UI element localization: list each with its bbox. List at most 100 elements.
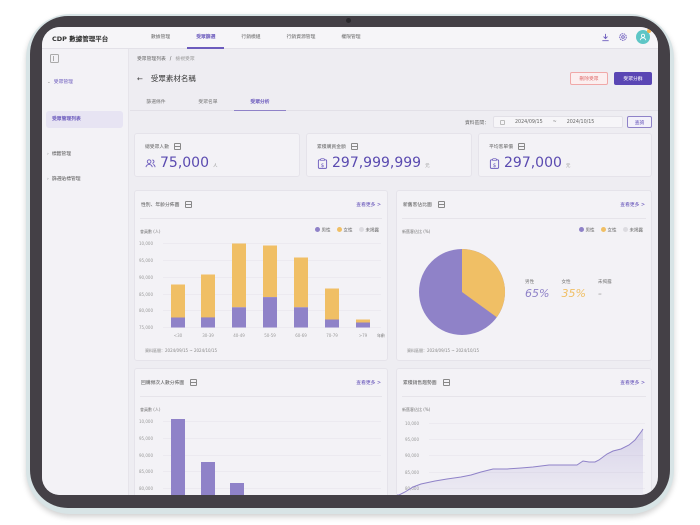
nav-tab-data-management[interactable]: 數據管理	[151, 34, 171, 40]
kpi-value: 297,999,999	[332, 155, 422, 171]
kpi-value: 75,000	[160, 155, 209, 171]
breadcrumb-audience-list[interactable]: 受眾管理列表	[137, 57, 166, 62]
svg-text:95,000: 95,000	[405, 437, 419, 442]
calendar-icon[interactable]	[190, 379, 198, 386]
user-avatar-icon[interactable]	[636, 29, 651, 44]
svg-text:70-79: 70-79	[326, 333, 338, 338]
view-more-link[interactable]: 查看更多 >	[620, 203, 645, 208]
kpi-card-avg-order: 平均客單價 $ 297,000 元	[478, 133, 652, 177]
svg-text:85,000: 85,000	[139, 469, 153, 474]
svg-text:90,000: 90,000	[405, 453, 419, 458]
svg-text:<30: <30	[174, 333, 183, 338]
top-nav: CDP 數據管理平台 數據管理 受眾篩選 行銷模組 行銷資源管理 權限管理	[42, 27, 658, 49]
svg-text:$: $	[493, 162, 497, 168]
camera-dot	[346, 18, 351, 23]
svg-text:$: $	[321, 162, 325, 168]
legend-male[interactable]: 男性	[314, 227, 331, 234]
chart-card-sales-trend: 累積銷售趨勢圖 查看更多 > 新舊客佔比 (%) 10,000 95,000 90,…	[396, 368, 652, 495]
sidebar-group-audience-management[interactable]: ⌄ 受眾管理	[47, 80, 73, 85]
tab-audience-list[interactable]: 受眾名單	[198, 100, 218, 105]
app-screen: CDP 數據管理平台 數據管理 受眾篩選 行銷模組 行銷資源管理 權限管理 ⌄ 受…	[42, 27, 658, 495]
delete-audience-button[interactable]: 刪除受眾	[570, 72, 608, 85]
download-icon[interactable]	[600, 32, 610, 42]
svg-text:80,000: 80,000	[139, 486, 153, 491]
receipt-dollar-icon: $	[317, 157, 328, 169]
stacked-bar-chart: 10,000 95,000 90,000 85,000 80,000 75,000	[139, 241, 385, 338]
breadcrumb-current: 檢視受眾	[175, 57, 195, 62]
gear-icon[interactable]	[618, 32, 628, 42]
legend-unknown[interactable]: 未揭露	[358, 227, 379, 234]
sidebar: ⌄ 受眾管理 受眾管理列表 › 標籤管理 › 篩選貼標管理	[42, 49, 129, 495]
kpi-card-total-audience: 總受眾人數 75,000 人	[134, 133, 300, 177]
date-range-picker[interactable]: 2024/09/15 ~ 2024/10/15	[493, 116, 623, 128]
legend-unknown[interactable]: 未揭露	[622, 227, 643, 234]
receipt-dollar-icon: $	[489, 157, 500, 169]
tab-filter-conditions[interactable]: 篩選條件	[146, 100, 166, 105]
back-arrow-icon[interactable]: ←	[137, 74, 143, 83]
svg-text:85,000: 85,000	[405, 470, 419, 475]
calendar-icon[interactable]	[518, 143, 525, 150]
title-row: ← 受眾素材名稱	[137, 73, 196, 84]
breadcrumb: 受眾管理列表 / 檢視受眾	[137, 57, 195, 62]
svg-text:10,000: 10,000	[139, 419, 153, 424]
nav-tab-permissions[interactable]: 權限管理	[341, 34, 361, 40]
calendar-icon[interactable]	[174, 143, 181, 150]
svg-text:10,000: 10,000	[405, 421, 419, 426]
nav-icons	[600, 29, 651, 44]
nav-tab-audience-filter[interactable]: 受眾篩選	[183, 27, 228, 49]
svg-text:90,000: 90,000	[139, 453, 153, 458]
tab-audience-analysis[interactable]: 受眾分析	[234, 95, 286, 111]
view-more-link[interactable]: 查看更多 >	[620, 381, 645, 386]
card-title: 回購頻次人數分佈圖	[141, 381, 185, 386]
svg-text:40-49: 40-49	[233, 333, 245, 338]
sidebar-group-filter-tag-management[interactable]: › 篩選貼標管理	[47, 177, 81, 182]
page-title: 受眾素材名稱	[150, 74, 196, 83]
nav-tab-marketing-resources[interactable]: 行銷資源管理	[286, 34, 316, 40]
nav-tabs: 數據管理 受眾篩選 行銷模組 行銷資源管理 權限管理	[138, 27, 374, 49]
legend-male[interactable]: 男性	[578, 227, 595, 234]
query-button[interactable]: 查詢	[627, 116, 652, 128]
audience-segment-button[interactable]: 受眾分群	[614, 72, 652, 85]
chevron-right-icon: ›	[47, 177, 49, 182]
svg-text:>79: >79	[359, 333, 368, 338]
chart-legend: 男性 女性 未揭露	[578, 227, 643, 234]
date-start[interactable]: 2024/09/15	[515, 119, 543, 125]
svg-text:95,000: 95,000	[139, 436, 153, 441]
svg-text:90,000: 90,000	[139, 275, 153, 280]
view-more-link[interactable]: 查看更多 >	[356, 381, 381, 386]
date-end[interactable]: 2024/10/15	[566, 119, 595, 125]
kpi-card-total-purchase: 累積購買金額 $ 297,999,999 元	[306, 133, 472, 177]
chart-legend: 男性 女性 未揭露	[314, 227, 379, 234]
legend-female[interactable]: 女性	[600, 227, 617, 234]
sidebar-item-audience-list[interactable]: 受眾管理列表	[46, 111, 123, 128]
svg-text:80,000: 80,000	[139, 308, 153, 313]
svg-text:95,000: 95,000	[139, 258, 153, 263]
svg-text:10,000: 10,000	[139, 241, 153, 246]
date-range-label: 資料區間：	[465, 120, 489, 126]
main-content: 受眾管理列表 / 檢視受眾 ← 受眾素材名稱 刪除受眾 受眾分群 篩選條件 受眾名單…	[130, 49, 658, 495]
view-more-link[interactable]: 查看更多 >	[356, 203, 381, 208]
chevron-right-icon: ›	[47, 152, 49, 157]
calendar-icon[interactable]	[437, 201, 445, 208]
pie-stats: 男性 65% 女性 35% 未揭露 -	[525, 280, 612, 300]
calendar-icon[interactable]	[350, 143, 358, 150]
calendar-icon[interactable]	[442, 379, 450, 386]
card-title: 新舊客佔比圖	[403, 203, 432, 208]
svg-text:75,000: 75,000	[139, 325, 153, 330]
svg-text:85,000: 85,000	[139, 292, 153, 297]
bar-chart: 10,000 95,000 90,000 85,000 80,000	[139, 419, 381, 495]
calendar-icon[interactable]	[185, 201, 193, 208]
chart-card-gender-age: 性別、年齡分佈圖 查看更多 > 會員數 (人) 男性 女性 未揭露 10,000…	[134, 190, 388, 361]
chart-card-new-old: 新舊客佔比圖 查看更多 > 新舊客佔比 (%) 男性 女性 未揭露 男性 65% …	[396, 190, 652, 361]
pie-chart	[419, 248, 506, 335]
date-filter: 資料區間： 2024/09/15 ~ 2024/10/15 查詢	[465, 116, 652, 128]
sidebar-collapse-icon[interactable]	[50, 54, 59, 63]
nav-tab-marketing-module[interactable]: 行銷模組	[241, 34, 261, 40]
sidebar-group-tag-management[interactable]: › 標籤管理	[47, 152, 72, 157]
svg-text:30-39: 30-39	[202, 333, 214, 338]
svg-text:50-59: 50-59	[264, 333, 276, 338]
brand-logo[interactable]: CDP 數據管理平台	[52, 34, 109, 43]
legend-female[interactable]: 女性	[336, 227, 353, 234]
chevron-down-icon: ⌄	[47, 80, 51, 85]
